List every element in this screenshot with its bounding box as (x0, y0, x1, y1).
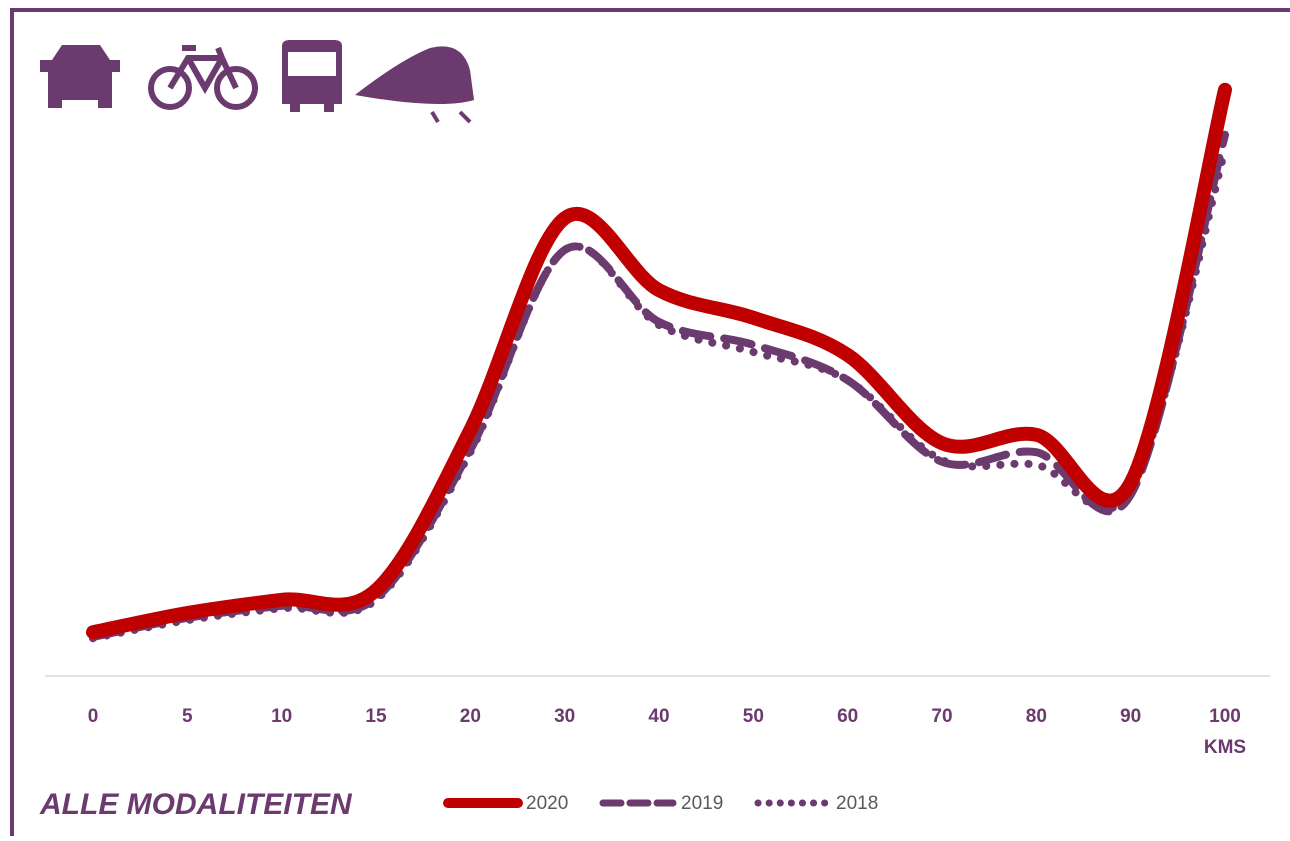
series-line (86, 82, 1232, 640)
series-line (89, 130, 1229, 641)
x-tick-label: 100 (1209, 706, 1241, 727)
series-line (89, 145, 1229, 643)
x-tick-label: 70 (931, 706, 952, 727)
x-tick-label: 0 (88, 706, 99, 727)
x-tick-label: 30 (554, 706, 575, 727)
car-icon (40, 45, 120, 108)
x-tick-label: 20 (460, 706, 481, 727)
legend-label: 2020 (526, 793, 568, 814)
bike-icon (148, 45, 258, 110)
bus-icon (282, 40, 342, 112)
train-icon (355, 46, 474, 104)
x-tick-label: 15 (365, 706, 387, 727)
chart-title: ALLE MODALITEITEN (39, 788, 353, 821)
mode-icons (40, 40, 474, 124)
rails (430, 110, 472, 124)
frame (10, 8, 1290, 836)
x-tick-label: 40 (648, 706, 669, 727)
x-tick-label: 80 (1026, 706, 1047, 727)
x-tick-label: 10 (271, 706, 292, 727)
x-axis-label: KMS (1204, 737, 1246, 758)
legend-label: 2019 (681, 793, 723, 814)
x-tick-label: 60 (837, 706, 858, 727)
legend-label: 2018 (836, 793, 878, 814)
x-tick-label: 5 (182, 706, 193, 727)
x-tick-label: 50 (743, 706, 764, 727)
x-tick-label: 90 (1120, 706, 1141, 727)
